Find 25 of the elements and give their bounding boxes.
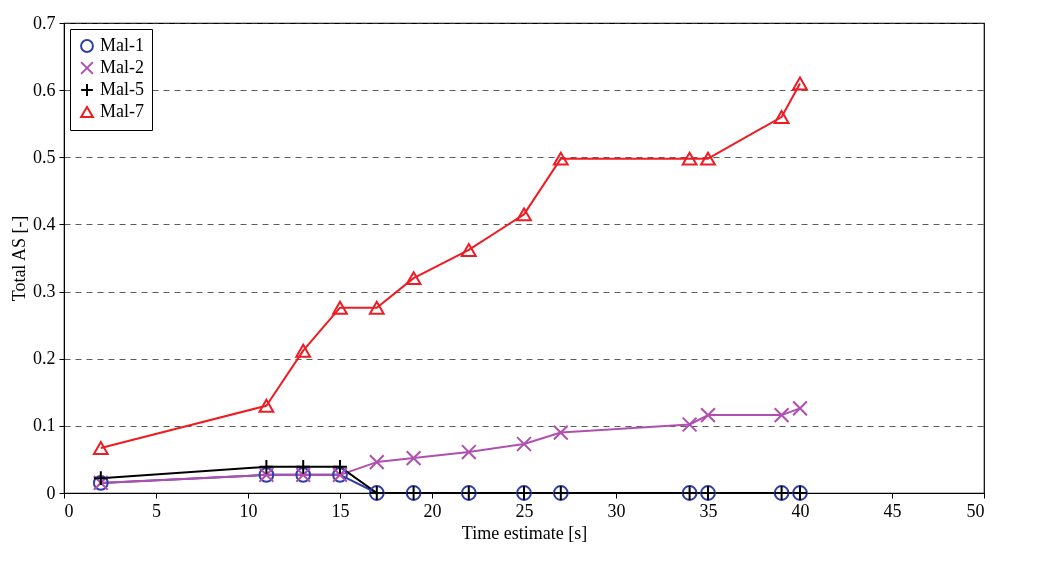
y-tick-label: 0.5	[33, 146, 56, 167]
y-tick-label: 0.4	[33, 213, 56, 234]
x-tick-label: 10	[239, 500, 258, 521]
legend-label: Mal-2	[100, 57, 144, 77]
x-tick-label: 25	[515, 500, 534, 521]
y-tick-label: 0.1	[33, 415, 56, 436]
x-tick-label: 5	[152, 500, 161, 521]
x-axis-title: Time estimate [s]	[461, 522, 588, 543]
y-tick-label: 0.3	[33, 281, 56, 302]
y-tick-label: 0.6	[33, 79, 56, 100]
legend-label: Mal-7	[100, 101, 144, 121]
x-tick-label: 0	[64, 500, 74, 521]
x-tick-label: 45	[883, 500, 902, 521]
legend-label: Mal-5	[100, 79, 144, 99]
y-axis-title: Total AS [-]	[9, 215, 29, 302]
x-tick-label: 30	[607, 500, 626, 521]
y-tick-label: 0	[46, 482, 56, 503]
x-tick-label: 40	[791, 500, 810, 521]
x-tick-label: 15	[331, 500, 350, 521]
legend-label: Mal-1	[100, 35, 144, 55]
y-tick-label: 0.7	[33, 12, 56, 33]
x-tick-label: 35	[699, 500, 718, 521]
y-tick-label: 0.2	[33, 348, 56, 369]
x-tick-label: 20	[423, 500, 442, 521]
x-tick-label: 50	[966, 500, 985, 521]
